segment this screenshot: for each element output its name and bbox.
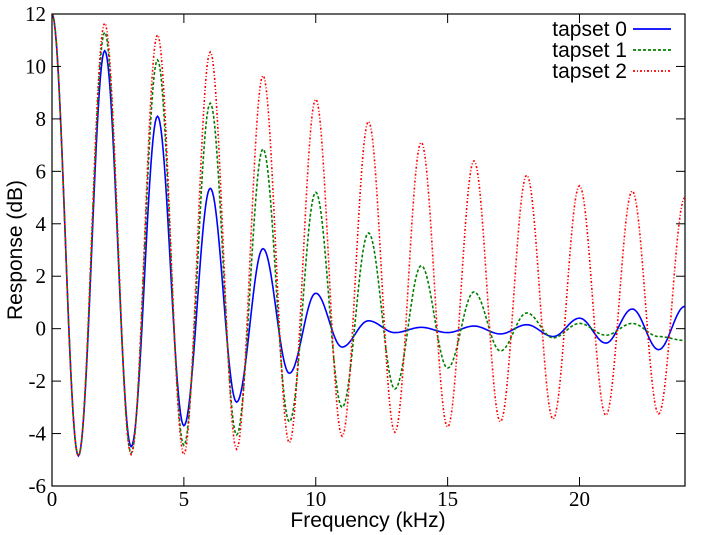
y-tick-label: -6 xyxy=(29,474,47,498)
y-tick-label: -2 xyxy=(29,369,47,393)
legend-label: tapset 1 xyxy=(552,39,627,62)
y-tick-label: 4 xyxy=(36,212,47,236)
y-tick-label: 6 xyxy=(36,159,47,183)
y-tick-label: 8 xyxy=(36,107,47,131)
plot-area xyxy=(51,13,686,487)
y-tick-label: 12 xyxy=(25,2,46,26)
tick-labels-layer: 0 5 10 15 20 -6 -4 -2 0 2 4 6 8 10 12 xyxy=(25,2,590,511)
series-line-0 xyxy=(52,14,685,458)
series-line-1 xyxy=(52,14,685,458)
x-tick-label: 10 xyxy=(305,487,326,511)
series-line-2 xyxy=(52,14,685,458)
x-tick-label: 15 xyxy=(437,487,458,511)
y-tick-label: -4 xyxy=(29,422,47,446)
x-tick-label: 20 xyxy=(569,487,590,511)
y-tick-label: 0 xyxy=(36,317,47,341)
legend-label: tapset 2 xyxy=(552,60,627,83)
y-tick-label: 10 xyxy=(25,54,46,78)
plot-frame xyxy=(51,13,686,487)
x-tick-label: 5 xyxy=(179,487,190,511)
series-layer xyxy=(52,14,685,458)
ticks-layer xyxy=(51,13,685,487)
legend-label: tapset 0 xyxy=(552,18,627,41)
x-tick-label: 0 xyxy=(47,487,58,511)
x-axis-label: Frequency (kHz) xyxy=(290,509,445,532)
y-axis-label: Response (dB) xyxy=(4,180,27,320)
y-tick-label: 2 xyxy=(36,264,47,288)
